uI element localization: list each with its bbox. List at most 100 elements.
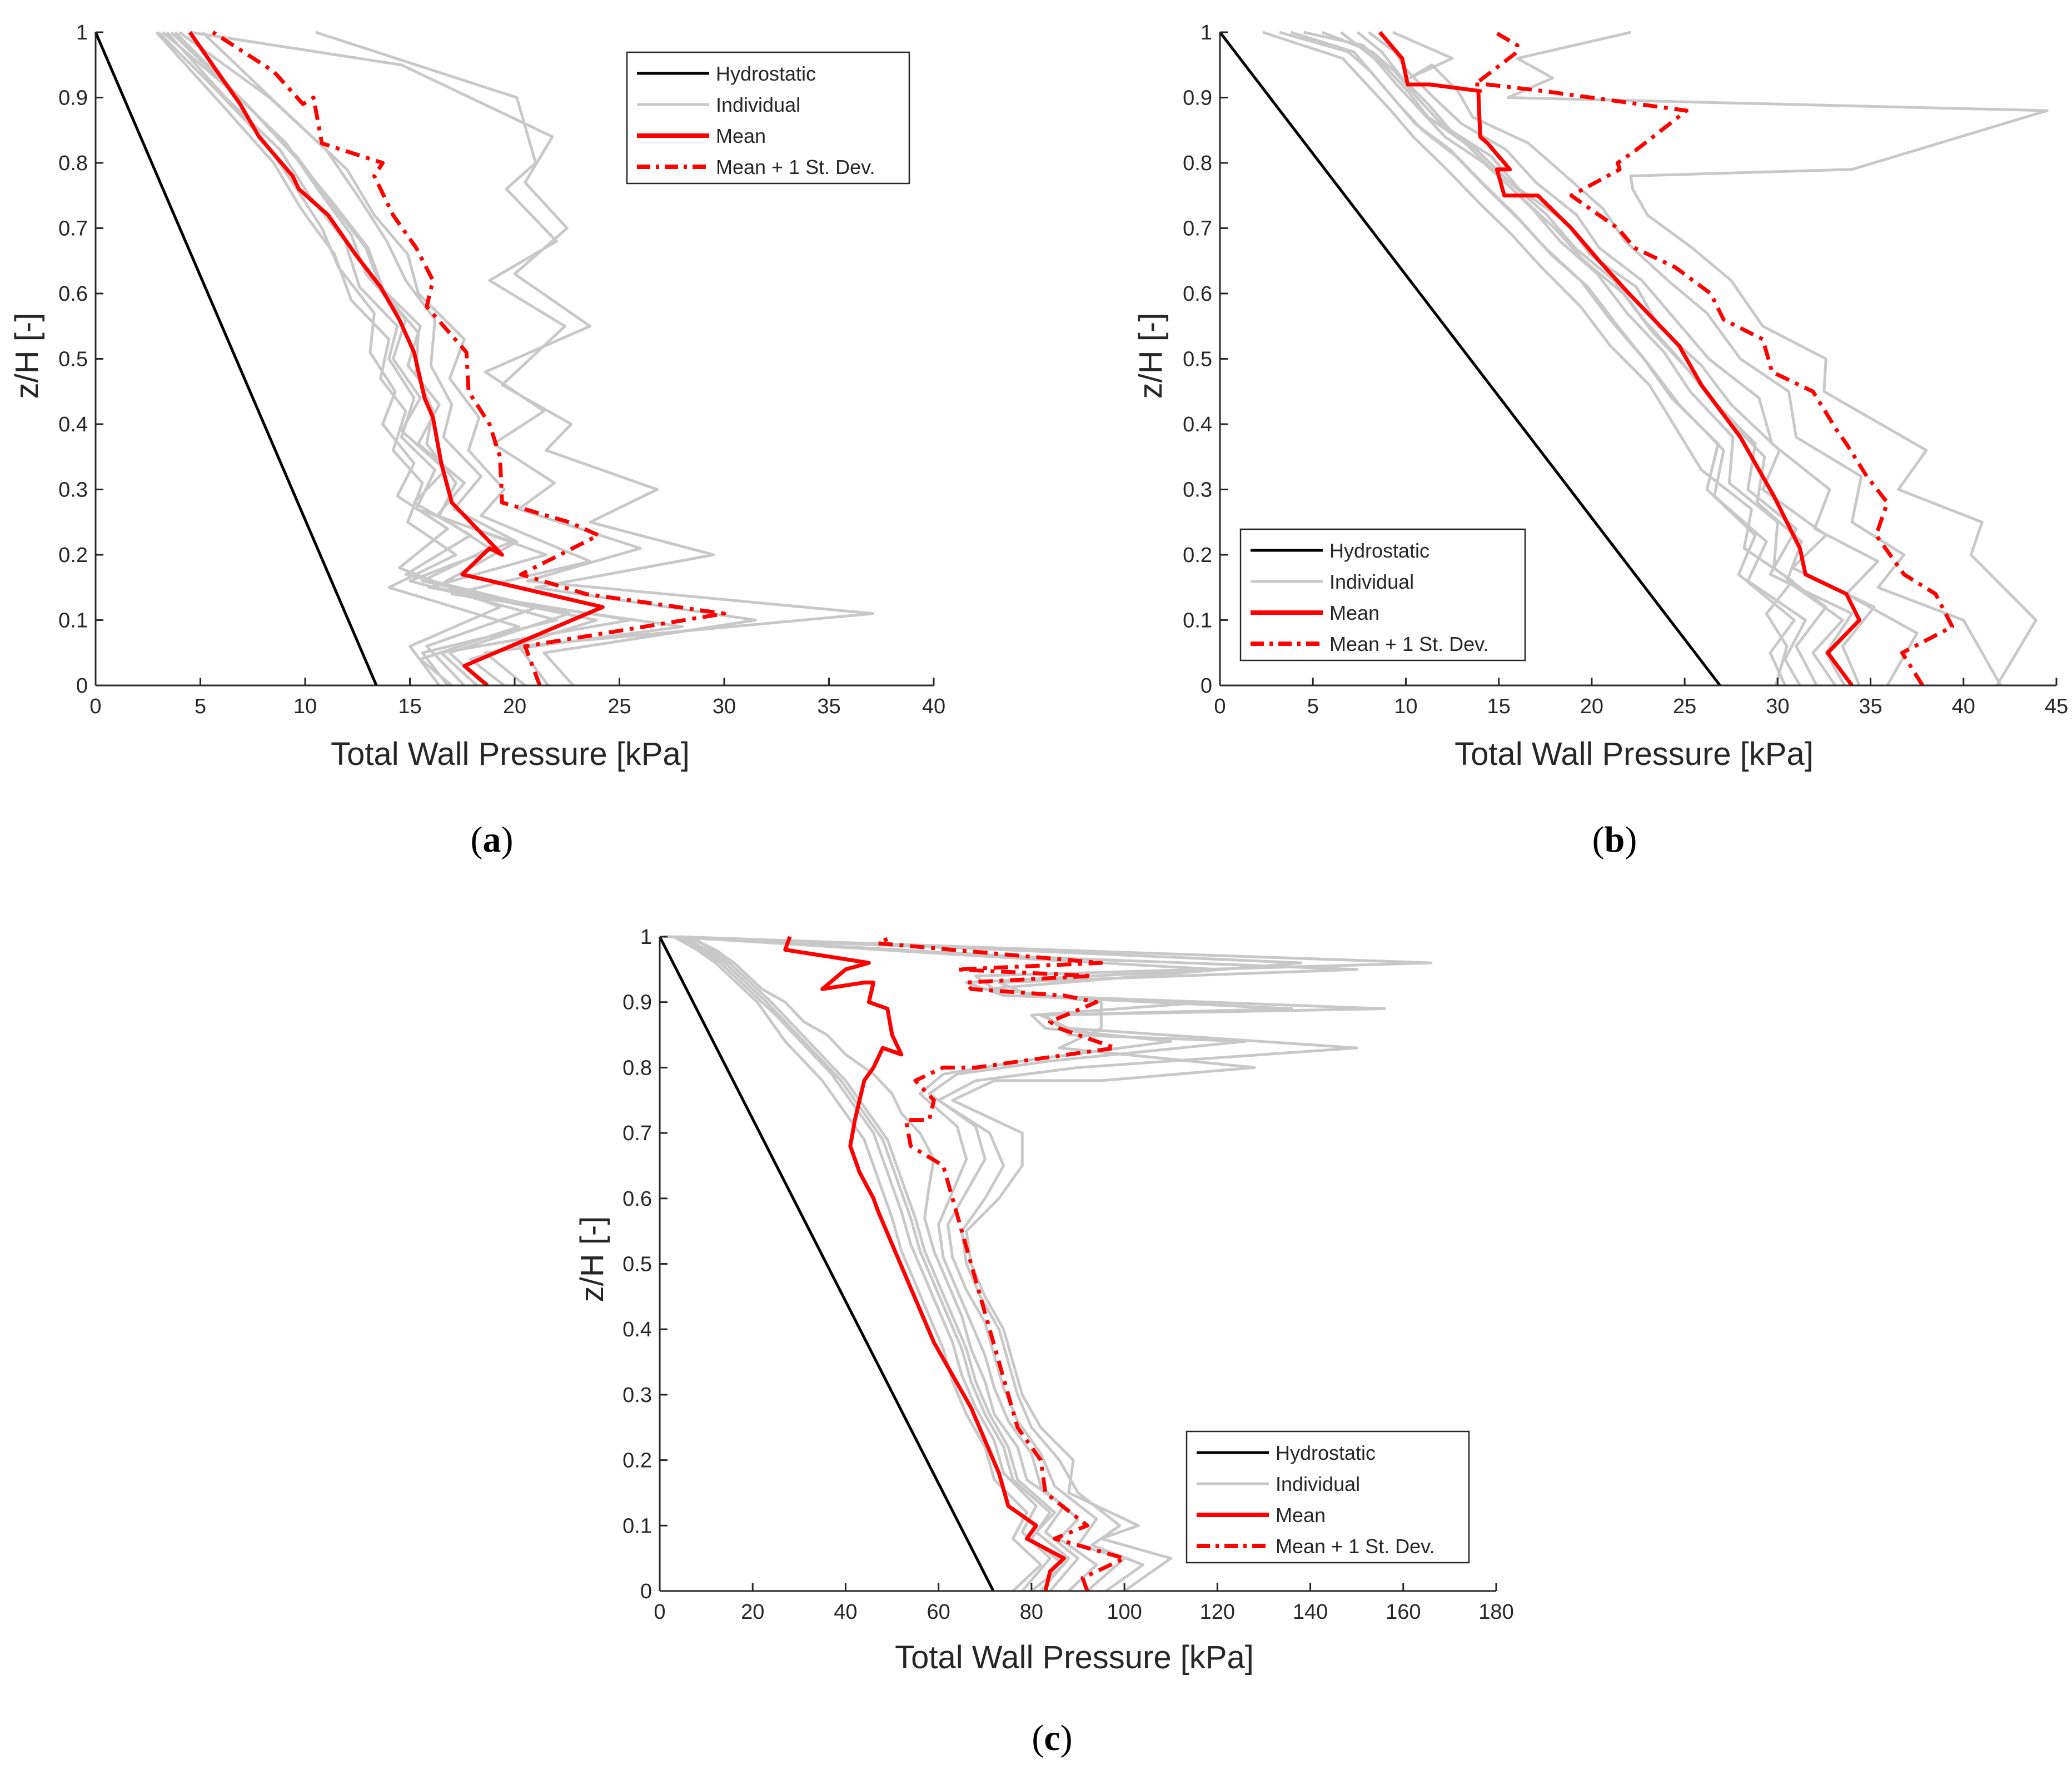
caption-close: ) <box>1060 1718 1073 1758</box>
x-tick-label: 100 <box>1107 1600 1142 1624</box>
x-tick-label: 45 <box>2045 695 2068 718</box>
individual-line-5 <box>687 935 1079 1592</box>
legend-label-mean-plus-sd: Mean + 1 St. Dev. <box>1329 633 1488 655</box>
legend-label-hydrostatic: Hydrostatic <box>716 62 816 85</box>
mean-plus-sd-line <box>212 31 726 687</box>
individual-line-7 <box>678 935 1052 1592</box>
x-axis-label: Total Wall Pressure [kPa] <box>1455 736 1814 772</box>
individual-line-8 <box>673 935 1043 1592</box>
individual-line-9 <box>691 935 1070 1592</box>
x-tick-label: 40 <box>922 695 945 718</box>
y-tick-label: 0.6 <box>622 1187 652 1211</box>
y-tick-label: 0.5 <box>1183 348 1212 371</box>
caption-open: ( <box>471 819 483 860</box>
x-tick-label: 35 <box>1859 695 1882 718</box>
x-tick-label: 80 <box>1020 1600 1043 1624</box>
panel-caption: (c) <box>1032 1718 1072 1758</box>
y-tick-label: 0.2 <box>1183 544 1212 567</box>
legend-label-mean: Mean <box>1329 601 1379 624</box>
individual-line-7 <box>155 31 520 687</box>
y-tick-label: 0.8 <box>58 152 88 175</box>
x-tick-label: 40 <box>1952 695 1975 718</box>
panel-caption: (a) <box>471 819 514 860</box>
panel-b: 0 5 10 15 20 25 30 35 40 45 0 0.1 0.2 0.3 0.4 0.5 0.6 0.7… <box>1133 21 2068 860</box>
legend-label-mean-plus-sd: Mean + 1 St. Dev. <box>716 156 875 178</box>
caption-letter: c <box>1044 1718 1060 1758</box>
legend-label-individual: Individual <box>1329 570 1414 593</box>
x-tick-label: 140 <box>1293 1600 1328 1624</box>
x-tick-label: 40 <box>834 1600 857 1624</box>
y-tick-label: 0.4 <box>1183 413 1212 436</box>
individual-line-4 <box>673 935 1219 1592</box>
individual-line-6 <box>682 935 1065 1592</box>
x-tick-label: 20 <box>1580 695 1603 718</box>
legend: Hydrostatic Individual Mean Mean + 1 St.… <box>1239 528 1526 662</box>
individual-line-10 <box>174 31 631 687</box>
x-tick-label: 0 <box>1214 695 1226 718</box>
x-tick-label: 15 <box>1487 695 1511 718</box>
caption-open: ( <box>1032 1718 1044 1758</box>
y-tick-label: 0.8 <box>622 1056 652 1080</box>
legend-label-individual: Individual <box>716 93 800 116</box>
series-layer <box>94 31 875 687</box>
individual-line-2 <box>190 31 875 687</box>
legend-label-mean: Mean <box>1276 1504 1326 1527</box>
y-tick-label: 0.1 <box>622 1514 652 1538</box>
individual-line-4 <box>1356 31 1876 686</box>
y-tick-label: 0.2 <box>622 1449 652 1473</box>
y-tick-label: 0.3 <box>1183 479 1212 502</box>
x-tick-label: 30 <box>713 695 736 718</box>
y-tick-label: 0 <box>1201 674 1212 698</box>
x-tick-label: 25 <box>607 695 631 718</box>
individual-line-6 <box>1303 31 1827 687</box>
series-layer <box>658 934 1433 1593</box>
caption-close: ) <box>501 819 514 860</box>
x-tick-label: 60 <box>927 1600 950 1624</box>
y-tick-label: 0.7 <box>58 217 88 241</box>
y-axis-label: z/H [-] <box>574 1216 610 1302</box>
x-axis-label: Total Wall Pressure [kPa] <box>895 1639 1254 1675</box>
y-tick-label: 1 <box>1201 21 1212 44</box>
individual-line-6 <box>161 31 539 687</box>
caption-letter: a <box>483 819 501 860</box>
panel-a: 0 5 10 15 20 25 30 35 40 0 0.1 0.2 0.3 0.4 0.5 0.6 0.7 0.… <box>9 21 945 860</box>
hydrostatic-line <box>658 936 995 1592</box>
panel-c: 0 20 40 60 80 100 120 140 160 180 0 0.1 0.2 0.3 0.4 0.5… <box>574 926 1514 1758</box>
mean-line <box>188 31 605 687</box>
x-tick-label: 10 <box>293 695 317 718</box>
x-tick-label: 0 <box>654 1600 665 1624</box>
x-tick-label: 180 <box>1478 1600 1513 1624</box>
individual-line-5 <box>170 31 571 687</box>
caption-open: ( <box>1592 819 1605 860</box>
y-axis-label: z/H [-] <box>9 313 45 399</box>
axes-layer: 0 20 40 60 80 100 120 140 160 180 0 0.1 0.2 0.3 0.4 0.5… <box>622 926 1514 1624</box>
individual-line-8 <box>1279 31 1796 687</box>
mean-line <box>1378 31 1861 687</box>
individual-line-8 <box>157 31 502 687</box>
y-tick-label: 0.4 <box>58 413 88 436</box>
legend-label-mean-plus-sd: Mean + 1 St. Dev. <box>1276 1535 1435 1558</box>
individual-line-3 <box>664 935 1303 1592</box>
x-tick-label: 10 <box>1394 695 1417 718</box>
x-tick-label: 0 <box>89 695 101 718</box>
x-tick-label: 15 <box>398 695 421 718</box>
mean-plus-sd-line <box>1472 30 1955 687</box>
x-axis-label: Total Wall Pressure [kPa] <box>331 736 690 772</box>
y-tick-label: 1 <box>640 926 652 949</box>
y-tick-label: 0.4 <box>622 1318 652 1341</box>
individual-line-9 <box>1262 31 1794 686</box>
y-tick-label: 0.1 <box>1183 609 1212 633</box>
y-tick-label: 0.7 <box>1183 217 1212 241</box>
x-tick-label: 5 <box>195 695 206 718</box>
legend-label-hydrostatic: Hydrostatic <box>1276 1441 1376 1464</box>
series-layer <box>1219 30 2049 687</box>
hydrostatic-line <box>94 32 378 686</box>
y-tick-label: 0.5 <box>58 348 88 371</box>
mean-plus-sd-line <box>876 934 1127 1592</box>
y-tick-label: 0.6 <box>1183 282 1212 306</box>
x-tick-label: 35 <box>817 695 840 718</box>
individual-line-3 <box>1368 31 1919 687</box>
caption-close: ) <box>1625 819 1637 860</box>
y-tick-label: 0.7 <box>622 1122 652 1145</box>
y-axis-label: z/H [-] <box>1133 313 1169 399</box>
